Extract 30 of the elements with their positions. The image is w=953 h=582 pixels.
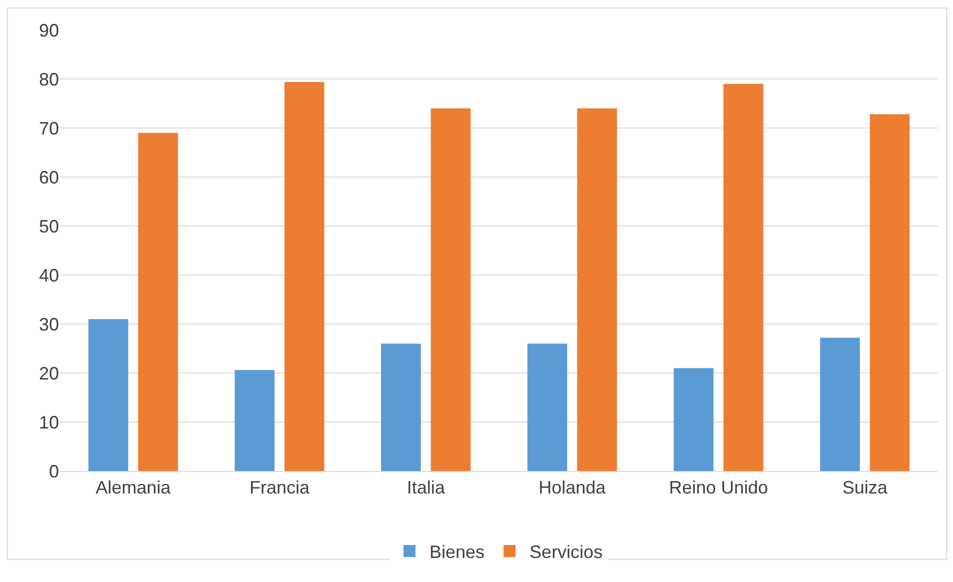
- y-tick-label: 0: [48, 461, 59, 482]
- y-tick-label: 10: [38, 412, 59, 432]
- bar: [577, 108, 617, 471]
- x-tick-label: Suiza: [842, 478, 888, 498]
- bar: [674, 368, 714, 471]
- bar: [138, 132, 178, 471]
- bar: [381, 344, 421, 471]
- x-tick-label: Holanda: [538, 478, 607, 498]
- y-tick-label: 80: [38, 69, 59, 90]
- bar: [234, 370, 275, 471]
- bar: [88, 319, 128, 471]
- y-tick-label: 20: [38, 363, 59, 384]
- bar: [820, 338, 860, 471]
- y-tick-label: 70: [38, 118, 59, 138]
- x-tick-label: Italia: [406, 478, 446, 498]
- x-tick-label: Francia: [249, 478, 310, 498]
- x-tick-label: Reino Unido: [668, 478, 768, 498]
- bar: [284, 82, 324, 471]
- bar: [430, 108, 471, 471]
- bar: [527, 344, 568, 471]
- y-tick-label: 60: [38, 167, 59, 188]
- y-tick-label: 90: [38, 20, 59, 40]
- legend-label: Bienes: [430, 542, 485, 562]
- y-tick-label: 50: [38, 216, 59, 236]
- x-tick-label: Alemania: [96, 478, 172, 498]
- legend-label: Servicios: [530, 542, 603, 562]
- y-tick-label: 30: [38, 314, 59, 334]
- y-tick-label: 40: [38, 265, 59, 286]
- bar: [723, 84, 764, 471]
- bar: [870, 114, 910, 471]
